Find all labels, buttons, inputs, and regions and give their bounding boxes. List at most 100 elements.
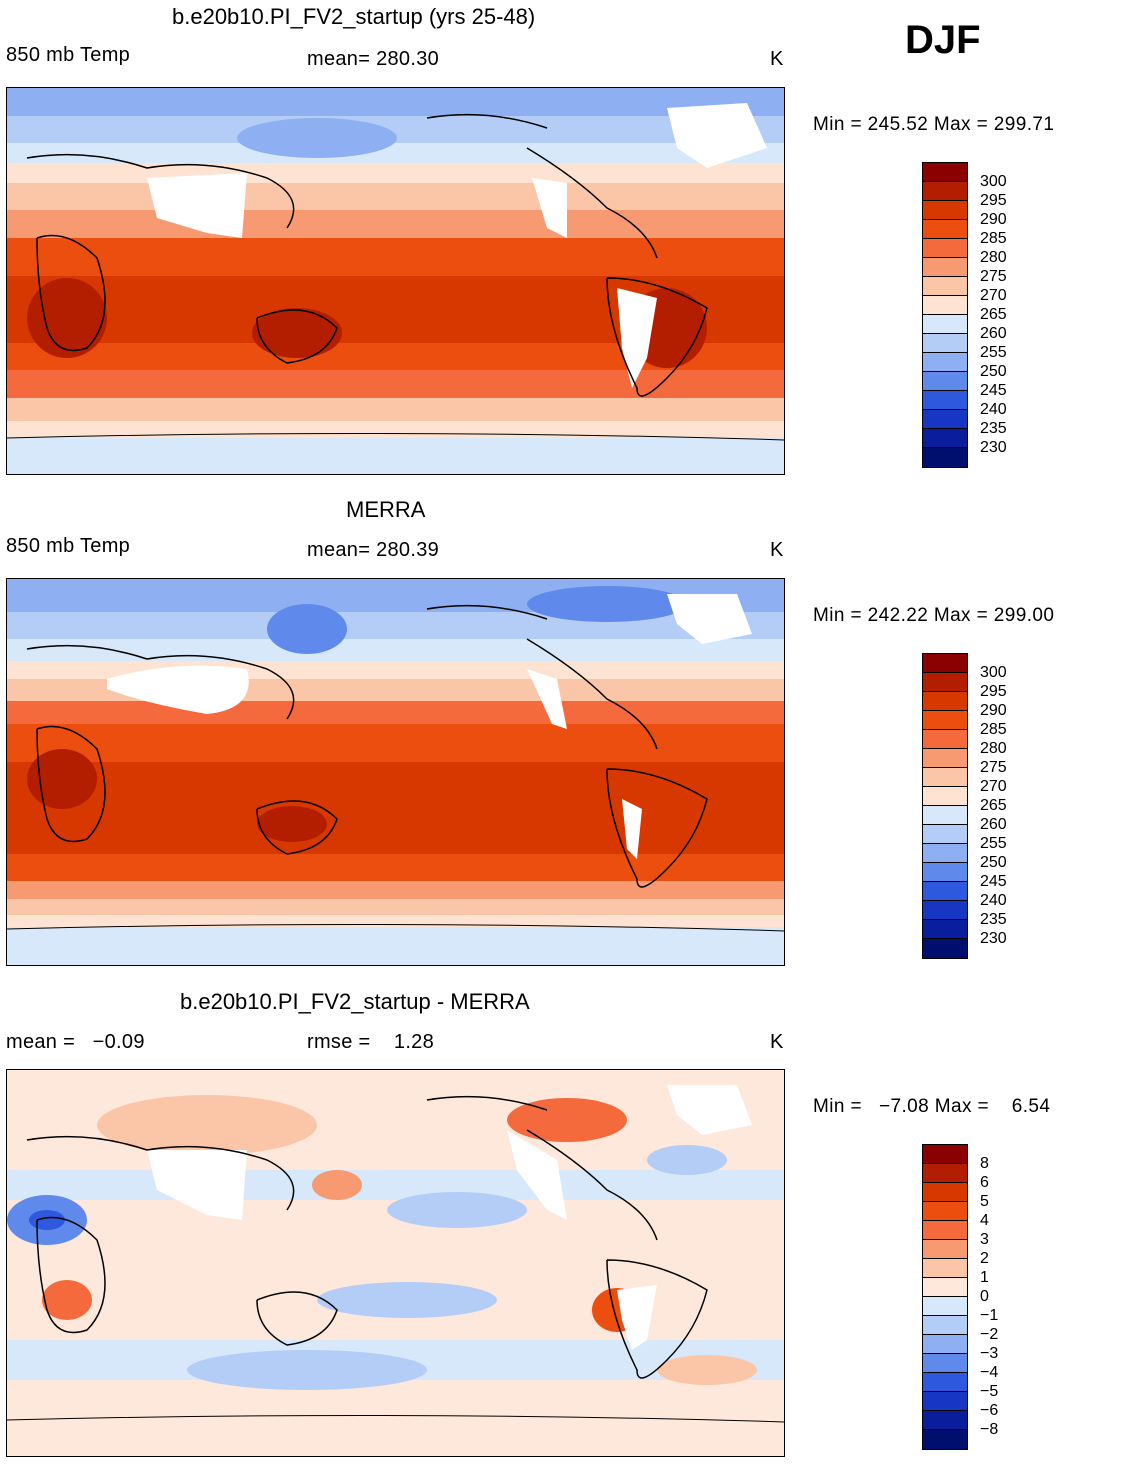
panel-2-minmax: Min = 242.22 Max = 299.00 [813, 605, 1055, 626]
panel-2-colorbar-tick: 255 [980, 835, 1007, 852]
colorbar-cell [923, 391, 967, 410]
panel-3-minmax: Min = −7.08 Max = 6.54 [813, 1096, 1051, 1117]
colorbar-cell [923, 1240, 967, 1259]
panel-3-colorbar-tick: 5 [980, 1193, 989, 1210]
colorbar-cell [923, 1316, 967, 1335]
panel-3-colorbar-tick: −5 [980, 1383, 999, 1400]
panel-3-colorbar-tick: −3 [980, 1345, 999, 1362]
panel-1-minmax: Min = 245.52 Max = 299.71 [813, 114, 1055, 135]
panel-2-variable-label: 850 mb Temp [6, 535, 131, 557]
panel-3-colorbar-tick: 1 [980, 1269, 989, 1286]
colorbar-cell [923, 239, 967, 258]
panel-1-colorbar-tick: 300 [980, 173, 1007, 190]
colorbar-cell [923, 1392, 967, 1411]
panel-3-field [7, 1070, 784, 1456]
colorbar-cell [923, 1164, 967, 1183]
colorbar-cell [923, 882, 967, 901]
panel-2-map [6, 578, 785, 966]
panel-1-colorbar [922, 162, 968, 468]
panel-1-mean-label: mean= 280.30 [307, 48, 440, 70]
colorbar-cell [923, 429, 967, 448]
colorbar-cell [923, 410, 967, 429]
panel-2-title: MERRA [346, 497, 426, 522]
colorbar-cell [923, 730, 967, 749]
panel-3-colorbar-tick: 8 [980, 1155, 989, 1172]
colorbar-cell [923, 654, 967, 673]
colorbar-cell [923, 1297, 967, 1316]
panel-2-colorbar-tick: 290 [980, 702, 1007, 719]
panel-1-colorbar-tick: 295 [980, 192, 1007, 209]
colorbar-cell [923, 825, 967, 844]
panel-2-colorbar-tick: 275 [980, 759, 1007, 776]
colorbar-cell [923, 1354, 967, 1373]
panel-2-colorbar-tick: 245 [980, 873, 1007, 890]
colorbar-cell [923, 296, 967, 315]
colorbar-cell [923, 277, 967, 296]
panel-1-colorbar-tick: 235 [980, 420, 1007, 437]
panel-1-colorbar-tick: 270 [980, 287, 1007, 304]
panel-3-units: K [770, 1031, 784, 1053]
colorbar-cell [923, 201, 967, 220]
panel-1-field [7, 88, 784, 474]
panel-2-colorbar [922, 653, 968, 959]
panel-1-colorbar-tick: 245 [980, 382, 1007, 399]
panel-2-units: K [770, 539, 784, 561]
colorbar-cell [923, 1373, 967, 1392]
colorbar-cell [923, 1145, 967, 1164]
colorbar-cell [923, 673, 967, 692]
colorbar-cell [923, 692, 967, 711]
colorbar-cell [923, 1183, 967, 1202]
panel-1-colorbar-tick: 280 [980, 249, 1007, 266]
colorbar-cell [923, 901, 967, 920]
panel-1-map [6, 87, 785, 475]
panel-1-colorbar-tick: 290 [980, 211, 1007, 228]
colorbar-cell [923, 920, 967, 939]
panel-3-title: b.e20b10.PI_FV2_startup - MERRA [180, 989, 530, 1014]
panel-3-rmse-label: rmse = 1.28 [307, 1031, 435, 1053]
colorbar-cell [923, 372, 967, 391]
panel-1-colorbar-tick: 265 [980, 306, 1007, 323]
panel-3-colorbar-tick: −2 [980, 1326, 999, 1343]
colorbar-cell [923, 315, 967, 334]
panel-1-title: b.e20b10.PI_FV2_startup (yrs 25-48) [172, 4, 536, 29]
panel-2-colorbar-tick: 265 [980, 797, 1007, 814]
colorbar-cell [923, 939, 967, 958]
panel-3-colorbar-tick: 6 [980, 1174, 989, 1191]
panel-2-colorbar-tick: 295 [980, 683, 1007, 700]
panel-1-units: K [770, 48, 784, 70]
panel-2-colorbar-tick: 300 [980, 664, 1007, 681]
panel-1-variable-label: 850 mb Temp [6, 44, 131, 66]
colorbar-cell [923, 863, 967, 882]
panel-1-colorbar-tick: 230 [980, 439, 1007, 456]
colorbar-cell [923, 1278, 967, 1297]
panel-3-colorbar-tick: 2 [980, 1250, 989, 1267]
colorbar-cell [923, 1335, 967, 1354]
panel-3-mean-label: mean = −0.09 [6, 1031, 145, 1053]
panel-3-colorbar-tick: 0 [980, 1288, 989, 1305]
colorbar-cell [923, 334, 967, 353]
panel-1-colorbar-tick: 275 [980, 268, 1007, 285]
colorbar-cell [923, 1259, 967, 1278]
panel-2-colorbar-tick: 230 [980, 930, 1007, 947]
panel-2-colorbar-tick: 260 [980, 816, 1007, 833]
colorbar-cell [923, 768, 967, 787]
colorbar-cell [923, 220, 967, 239]
colorbar-cell [923, 258, 967, 277]
panel-3-colorbar-tick: −1 [980, 1307, 999, 1324]
panel-1-colorbar-tick: 255 [980, 344, 1007, 361]
panel-3-colorbar-tick: 4 [980, 1212, 989, 1229]
colorbar-cell [923, 1411, 967, 1430]
panel-2-field [7, 579, 784, 965]
colorbar-cell [923, 749, 967, 768]
colorbar-cell [923, 353, 967, 372]
colorbar-cell [923, 844, 967, 863]
colorbar-cell [923, 1221, 967, 1240]
panel-1-colorbar-tick: 250 [980, 363, 1007, 380]
panel-2-colorbar-tick: 235 [980, 911, 1007, 928]
colorbar-cell [923, 787, 967, 806]
panel-2-colorbar-tick: 240 [980, 892, 1007, 909]
colorbar-cell [923, 163, 967, 182]
panel-3-colorbar-tick: 3 [980, 1231, 989, 1248]
panel-3-colorbar-tick: −6 [980, 1402, 999, 1419]
panel-1-colorbar-tick: 260 [980, 325, 1007, 342]
